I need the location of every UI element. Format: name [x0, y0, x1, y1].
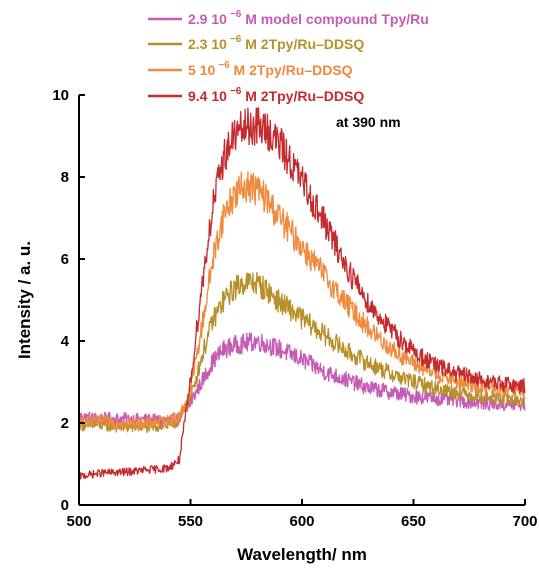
- series-line: [78, 107, 526, 480]
- legend-entry: 5 10 −6 M 2Tpy/Ru–DDSQ: [148, 60, 353, 78]
- series-line: [78, 271, 526, 434]
- axis-ticks: [78, 94, 526, 506]
- excitation-annotation: at 390 nm: [336, 114, 401, 130]
- y-tick-label: 8: [61, 169, 69, 186]
- x-tick-label: 600: [289, 513, 314, 530]
- legend-label: 2.9 10 −6 M model compound Tpy/Ru: [188, 9, 429, 27]
- y-tick-label: 6: [61, 251, 69, 268]
- x-tick-label: 650: [401, 513, 426, 530]
- legend-label: 5 10 −6 M 2Tpy/Ru–DDSQ: [188, 60, 353, 78]
- y-axis-title: Intensity / a. u.: [15, 241, 34, 359]
- x-axis-title: Wavelength/ nm: [237, 545, 367, 564]
- y-tick-label: 0: [61, 497, 69, 514]
- y-tick-label: 10: [52, 87, 69, 104]
- series-line: [78, 171, 526, 430]
- legend-entry: 9.4 10 −6 M 2Tpy/Ru–DDSQ: [148, 86, 364, 104]
- legend-label: 9.4 10 −6 M 2Tpy/Ru–DDSQ: [188, 86, 364, 104]
- legend-label: 2.3 10 −6 M 2Tpy/Ru–DDSQ: [188, 34, 364, 52]
- y-tick-label: 2: [61, 415, 69, 432]
- legend: 2.9 10 −6 M model compound Tpy/Ru 2.3 10−…: [148, 9, 429, 104]
- legend-entry: 2.3 10 −6 M 2Tpy/Ru–DDSQ: [148, 34, 364, 52]
- plot-lines: [78, 107, 526, 480]
- x-tick-label: 500: [66, 513, 91, 530]
- x-tick-label: 550: [178, 513, 203, 530]
- y-tick-label: 4: [61, 333, 70, 350]
- x-tick-label: 700: [512, 513, 537, 530]
- legend-entry: 2.9 10 −6 M model compound Tpy/Ru: [148, 9, 429, 27]
